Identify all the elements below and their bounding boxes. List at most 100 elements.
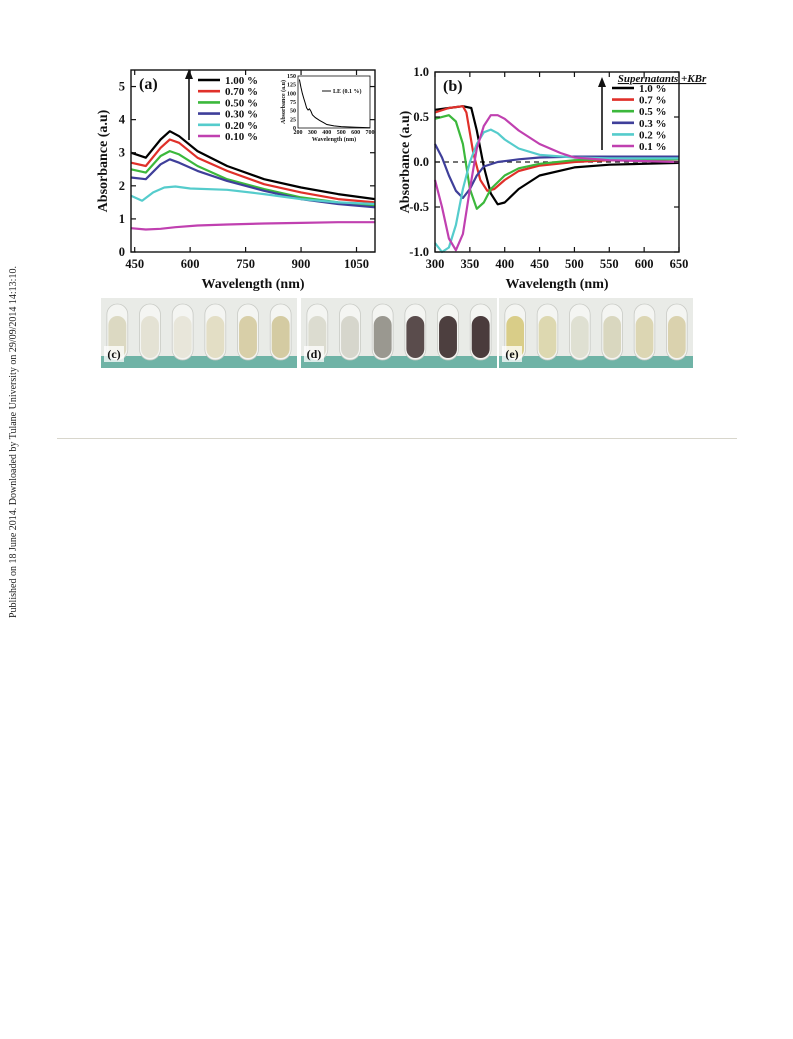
vial-liquid	[141, 316, 159, 358]
y-axis-title: Absorbance (a.u)	[398, 110, 413, 213]
y-axis-title: Absorbance (a.u)	[96, 109, 111, 212]
y-tick-label: 1	[119, 212, 125, 226]
vial-liquid	[341, 316, 359, 358]
inset-legend-entry: LE (0.1 %)	[333, 88, 362, 95]
x-tick-label: 350	[460, 257, 479, 271]
publication-note: Published on 18 June 2014. Downloaded by…	[8, 266, 19, 618]
photo-label: (c)	[107, 347, 120, 361]
inset-y-axis-title: Absorbance (a.u)	[280, 80, 287, 124]
y-tick-label: -1.0	[409, 245, 429, 259]
legend-entry: 1.0 %	[639, 83, 667, 95]
inset-x-axis-title: Wavelength (nm)	[312, 136, 356, 143]
legend-entry: 0.3 %	[639, 118, 667, 130]
legend-entry: 0.7 %	[639, 95, 667, 107]
series-line-01	[433, 114, 680, 252]
inset-x-tick-label: 200	[294, 130, 303, 136]
photo-bench	[499, 356, 693, 368]
panel-label: (b)	[443, 78, 463, 95]
x-tick-label: 550	[600, 257, 619, 271]
inset-y-tick-label: 150	[287, 74, 296, 80]
series-line-010	[130, 221, 375, 231]
series-line-020	[130, 185, 376, 206]
legend-entry: 0.2 %	[639, 129, 667, 141]
x-axis-title: Wavelength (nm)	[201, 277, 304, 292]
x-tick-label: 500	[565, 257, 584, 271]
vial-liquid	[439, 316, 457, 358]
series-line-070	[130, 138, 376, 204]
series-line-100	[130, 130, 376, 201]
legend-entry: 0.50 %	[225, 97, 258, 109]
y-tick-label: 1.0	[413, 65, 429, 79]
inset-series-line	[298, 79, 371, 129]
x-tick-label: 1050	[344, 257, 369, 271]
chart-panel-b: 300 350 400 450 500 550 600 650 -1.0 -0.5 0.0 0.5 1.…	[398, 65, 707, 292]
y-tick-label: -0.5	[409, 200, 429, 214]
x-tick-label: 300	[426, 257, 445, 271]
publication-note-text: Published on 18 June 2014. Downloaded by…	[8, 266, 19, 618]
x-tick-label: 400	[495, 257, 514, 271]
x-tick-label: 600	[181, 257, 200, 271]
photo-bench	[101, 356, 297, 368]
inset-x-tick-label: 400	[322, 130, 331, 136]
inset-y-tick-label: 75	[290, 100, 296, 106]
photo-label-bg	[304, 346, 324, 362]
inset-x-tick-label: 500	[337, 130, 346, 136]
photo-label-bg	[104, 346, 124, 362]
vial-liquid	[538, 316, 557, 358]
series-line-050	[130, 150, 376, 207]
vial-liquid	[406, 316, 425, 358]
vial-liquid	[570, 316, 589, 358]
y-tick-label: 0	[119, 245, 125, 259]
x-tick-label: 750	[236, 257, 255, 271]
sample-photo-d: (d)	[301, 298, 497, 368]
vial-liquid	[603, 316, 622, 358]
inset-y-tick-label: 25	[290, 117, 296, 123]
legend-entry: 0.30 %	[225, 109, 258, 121]
legend: 1.00 %0.70 %0.50 %0.30 %0.20 %0.10 %	[185, 69, 258, 143]
plot-frame	[130, 69, 376, 253]
x-tick-label: 450	[530, 257, 549, 271]
inset-x-tick-label: 600	[351, 130, 360, 136]
legend-arrow-head-icon	[185, 69, 193, 79]
y-tick-label: 5	[119, 80, 125, 94]
panel-label: (a)	[139, 76, 158, 93]
photo-label: (e)	[505, 347, 518, 361]
inset-x-tick-label: 300	[308, 130, 317, 136]
series-line-10	[434, 105, 680, 206]
legend-entry: 0.5 %	[639, 106, 667, 118]
inset-y-tick-label: 125	[287, 83, 296, 89]
legend-entry: 0.70 %	[225, 86, 258, 98]
photo-bench	[301, 356, 497, 368]
legend-arrow-head-icon	[598, 77, 606, 87]
x-tick-label: 600	[635, 257, 654, 271]
inset-y-tick-label: 0	[293, 126, 296, 132]
y-tick-label: 3	[119, 146, 125, 160]
x-tick-label: 900	[292, 257, 311, 271]
x-tick-label: 650	[670, 257, 689, 271]
page-divider	[57, 438, 737, 439]
sample-photo-e: (e)	[499, 298, 693, 368]
y-tick-label: 0.0	[413, 155, 429, 169]
legend-entry: 0.20 %	[225, 120, 258, 132]
inset-frame	[297, 75, 371, 129]
series-line-07	[434, 105, 680, 192]
vial-liquid	[471, 316, 490, 358]
vial-liquid	[271, 316, 290, 358]
legend-title: Supernatants +KBr	[618, 73, 707, 85]
y-tick-label: 0.5	[413, 110, 429, 124]
sample-photo-c: (c)	[101, 298, 297, 368]
vial-liquid	[239, 316, 257, 358]
legend-entry: 0.1 %	[639, 141, 667, 153]
vial-liquid	[667, 316, 686, 358]
x-tick-label: 450	[125, 257, 144, 271]
inset-y-tick-label: 100	[287, 91, 296, 97]
vial-liquid	[206, 316, 225, 358]
y-tick-label: 2	[119, 179, 125, 193]
series-line-03	[434, 143, 679, 200]
vial-liquid	[173, 316, 192, 358]
photo-label: (d)	[307, 347, 322, 361]
inset-chart: 200 300 400 500 600 700 0 25 50 75 100 125 150 Wavele…	[280, 74, 375, 143]
